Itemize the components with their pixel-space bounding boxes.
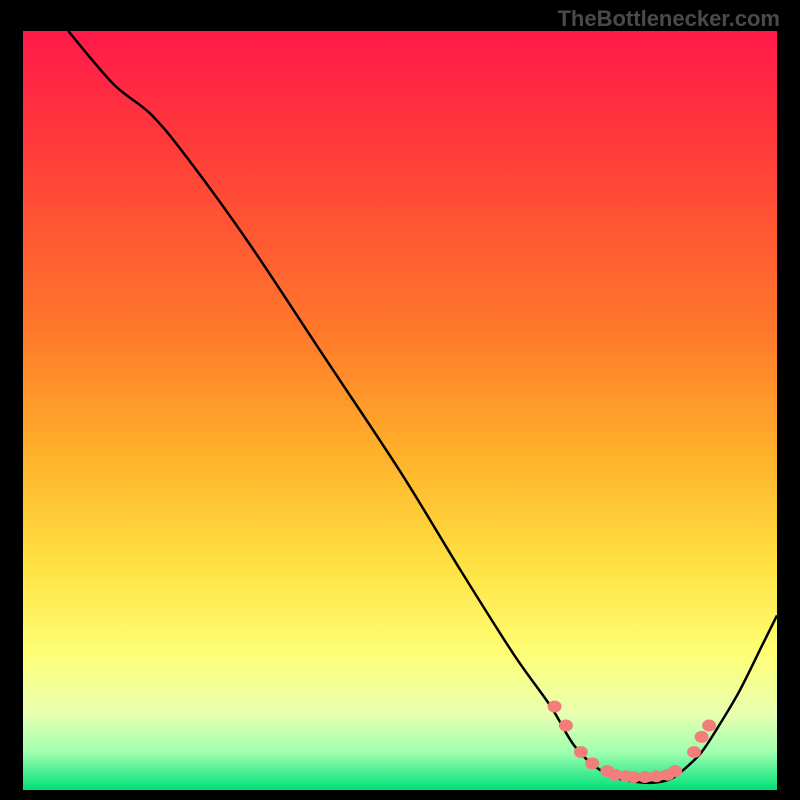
- chart-plot-area: [23, 31, 777, 790]
- watermark-text: TheBottlenecker.com: [557, 6, 780, 32]
